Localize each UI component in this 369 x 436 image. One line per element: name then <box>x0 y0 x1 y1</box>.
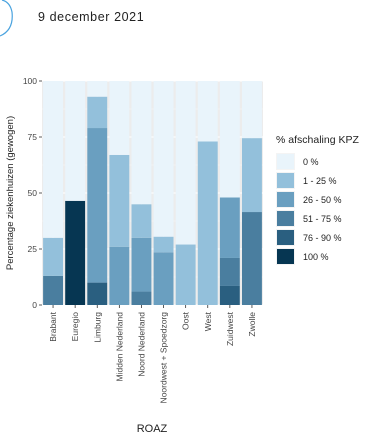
legend-label: 0 % <box>303 156 319 167</box>
bars <box>43 81 262 305</box>
x-tick-label: Zwolle <box>247 312 257 337</box>
legend-item: 26 - 50 % <box>276 190 359 209</box>
bar-segment <box>131 204 152 238</box>
legend-swatch <box>276 210 295 227</box>
bar-segment <box>242 212 262 305</box>
legend-items: 0 % 1 - 25 % 26 - 50 % 51 - 75 % 76 - 90 % 10… <box>276 152 359 266</box>
y-tick-label: 100 <box>23 76 37 86</box>
y-tick-label: 75 <box>28 132 38 142</box>
bar-segment <box>65 200 86 305</box>
bar-segment <box>131 237 152 292</box>
x-tick-label: Oost <box>181 311 191 330</box>
bar-segment <box>131 81 152 205</box>
legend-label: 1 - 25 % <box>303 175 337 186</box>
legend: % afschaling KPZ 0 % 1 - 25 % 26 - 50 % 51 … <box>276 134 359 266</box>
bar-segment <box>109 81 130 155</box>
legend-label: 26 - 50 % <box>303 194 342 205</box>
bar-segment <box>175 244 196 305</box>
bar-segment <box>219 285 240 305</box>
y-tick-label: 50 <box>28 188 38 198</box>
bar-segment <box>242 81 262 139</box>
x-axis: Brabant Euregio Limburg Midden Nederland Noo… <box>48 305 257 403</box>
bar-segment <box>109 154 130 247</box>
bar-segment <box>242 138 262 213</box>
bar-segment <box>153 236 174 253</box>
bar-segment <box>131 291 152 305</box>
legend-swatch <box>276 248 295 265</box>
bar-segment <box>87 96 108 129</box>
bar-segment <box>43 81 63 238</box>
date-label: 9 december 2021 <box>38 10 145 24</box>
bar-segment <box>219 197 240 258</box>
bar-segment <box>219 81 240 198</box>
x-tick-label: Brabant <box>48 311 58 341</box>
legend-item: 1 - 25 % <box>276 171 359 190</box>
legend-item: 100 % <box>276 247 359 266</box>
bar-segment <box>65 81 86 201</box>
y-tick-label: 25 <box>28 244 38 254</box>
x-tick-label: Zuidwest <box>225 311 235 346</box>
legend-swatch <box>276 172 295 189</box>
legend-item: 76 - 90 % <box>276 228 359 247</box>
y-axis-title: Percentage ziekenhuizen (gewogen) <box>5 116 16 270</box>
bar-segment <box>87 128 108 283</box>
legend-item: 51 - 75 % <box>276 209 359 228</box>
legend-swatch <box>276 153 295 170</box>
bar-segment <box>219 257 240 286</box>
legend-swatch <box>276 229 295 246</box>
bar-segment <box>43 237 63 276</box>
bar-segment <box>153 252 174 305</box>
legend-label: 100 % <box>303 251 329 262</box>
bar-segment <box>109 246 130 305</box>
x-tick-label: Limburg <box>92 312 102 343</box>
x-tick-label: Noord Nederland <box>136 312 146 377</box>
bar-segment <box>153 81 174 237</box>
bar-segment <box>197 81 218 142</box>
bar-segment <box>87 81 108 97</box>
y-axis: 0 25 50 75 100 <box>23 76 42 310</box>
bar-segment <box>175 81 196 245</box>
legend-title: % afschaling KPZ <box>276 134 359 146</box>
bar-segment <box>87 282 108 305</box>
y-tick-label: 0 <box>32 300 37 310</box>
legend-swatch <box>276 191 295 208</box>
x-tick-label: Euregio <box>70 312 80 342</box>
x-axis-title: ROAZ <box>137 423 168 435</box>
bar-segment <box>43 275 63 305</box>
x-tick-label: Noordwest + Spoedzorg <box>159 312 169 404</box>
legend-label: 76 - 90 % <box>303 232 342 243</box>
legend-item: 0 % <box>276 152 359 171</box>
bar-segment <box>197 141 218 305</box>
x-tick-label: West <box>203 311 213 331</box>
x-tick-label: Midden Nederland <box>114 312 124 382</box>
corner-mark <box>0 0 13 37</box>
legend-label: 51 - 75 % <box>303 213 342 224</box>
